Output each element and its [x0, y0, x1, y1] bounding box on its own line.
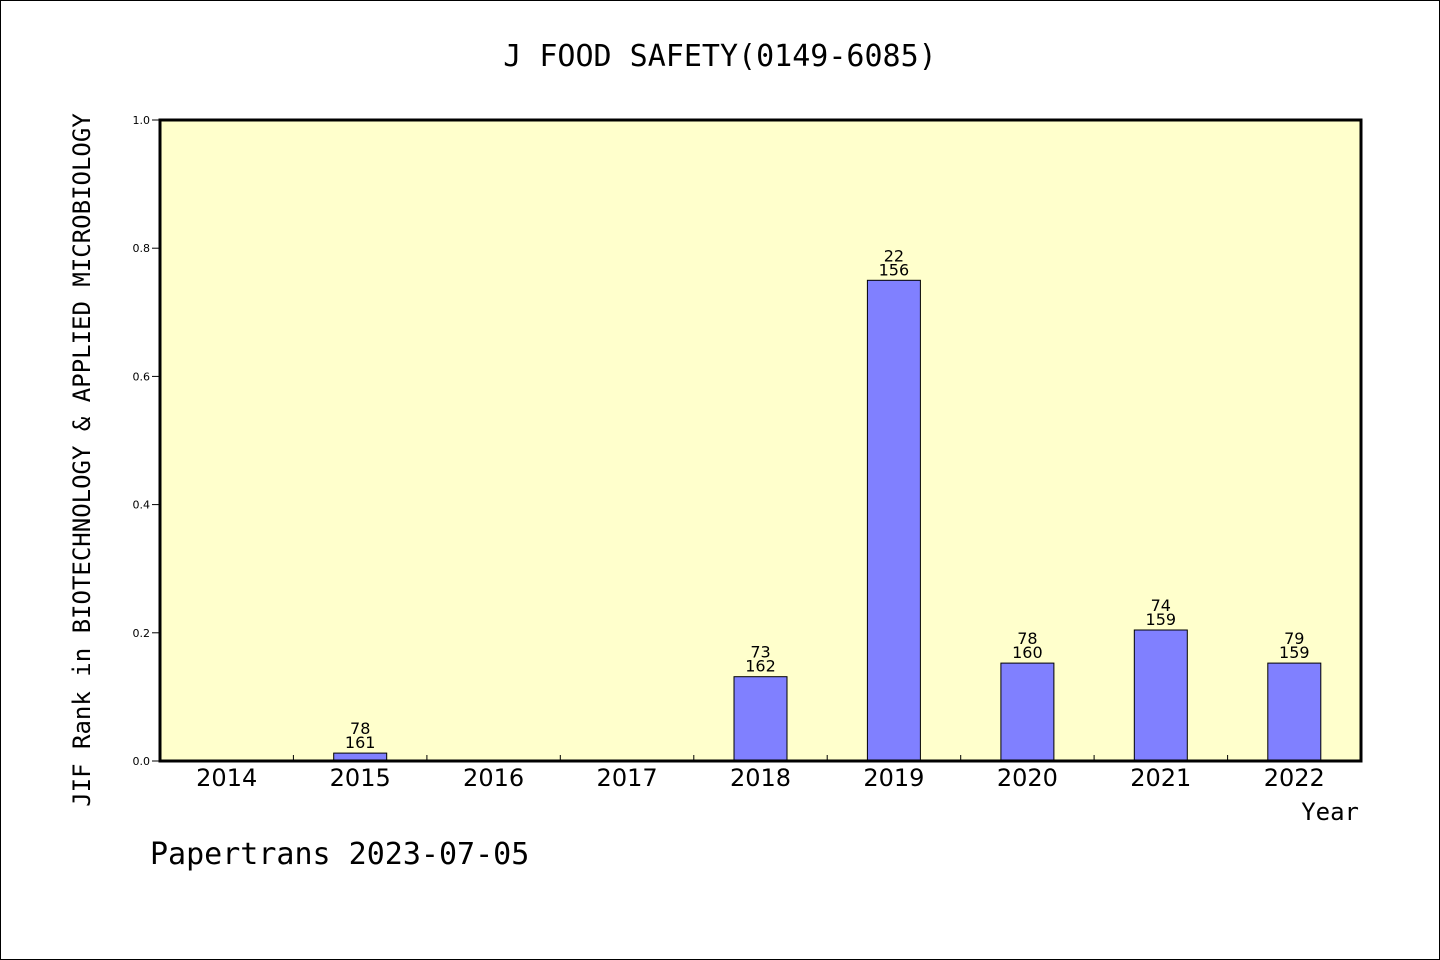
x-tick-label-2017: 2017	[597, 764, 658, 792]
plot-border	[158, 118, 1363, 763]
x-tick-label-2018: 2018	[730, 764, 791, 792]
bar-label-bottom-2021: 159	[1146, 610, 1177, 629]
chart-title: J FOOD SAFETY(0149-6085)	[503, 39, 936, 74]
bar-label-top-2018: 73	[750, 643, 770, 662]
bar-label-top-2022: 79	[1284, 629, 1304, 648]
bar-label-bottom-2015: 161	[345, 733, 376, 752]
x-tick-label-2022: 2022	[1264, 764, 1325, 792]
y-ticks-group: 0.0 0.2 0.4 0.6 0.8 1.0	[133, 114, 160, 768]
y-tick-label-0.0: 0.0	[133, 755, 151, 768]
bar-2022	[1267, 662, 1322, 762]
x-ticks-group: 2014 2015 2016 2017 2018 2019 2020 2021 2022	[196, 755, 1325, 792]
bar-2021	[1133, 629, 1188, 762]
bar-label-top-2019: 22	[884, 246, 904, 265]
bar-2020	[1000, 662, 1055, 762]
x-axis-label: Year	[1301, 798, 1359, 826]
x-tick-label-2014: 2014	[196, 764, 257, 792]
y-tick-label-0.8: 0.8	[133, 242, 151, 255]
bar-label-bottom-2019: 156	[879, 260, 910, 279]
bar-label-top-2015: 78	[350, 719, 370, 738]
bars-group	[333, 279, 1322, 762]
x-tick-label-2021: 2021	[1130, 764, 1191, 792]
x-tick-label-2015: 2015	[330, 764, 391, 792]
bar-label-top-2021: 74	[1151, 596, 1171, 615]
y-tick-label-0.6: 0.6	[133, 370, 151, 383]
bar-label-bottom-2018: 162	[745, 657, 776, 676]
bar-label-bottom-2022: 159	[1279, 643, 1310, 662]
x-tick-label-2016: 2016	[463, 764, 524, 792]
y-tick-label-0.4: 0.4	[133, 499, 151, 512]
footer-credit: Papertrans 2023-07-05	[150, 837, 529, 872]
bar-2018	[733, 676, 788, 762]
bar-label-top-2020: 78	[1017, 629, 1037, 648]
y-tick-label-0.2: 0.2	[133, 627, 151, 640]
bar-label-bottom-2020: 160	[1012, 643, 1043, 662]
bar-2019	[866, 279, 921, 762]
x-tick-label-2019: 2019	[863, 764, 924, 792]
y-tick-label-1.0: 1.0	[133, 114, 151, 127]
y-axis-label: JIF Rank in BIOTECHNOLOGY & APPLIED MICR…	[68, 113, 96, 807]
x-tick-label-2020: 2020	[997, 764, 1058, 792]
